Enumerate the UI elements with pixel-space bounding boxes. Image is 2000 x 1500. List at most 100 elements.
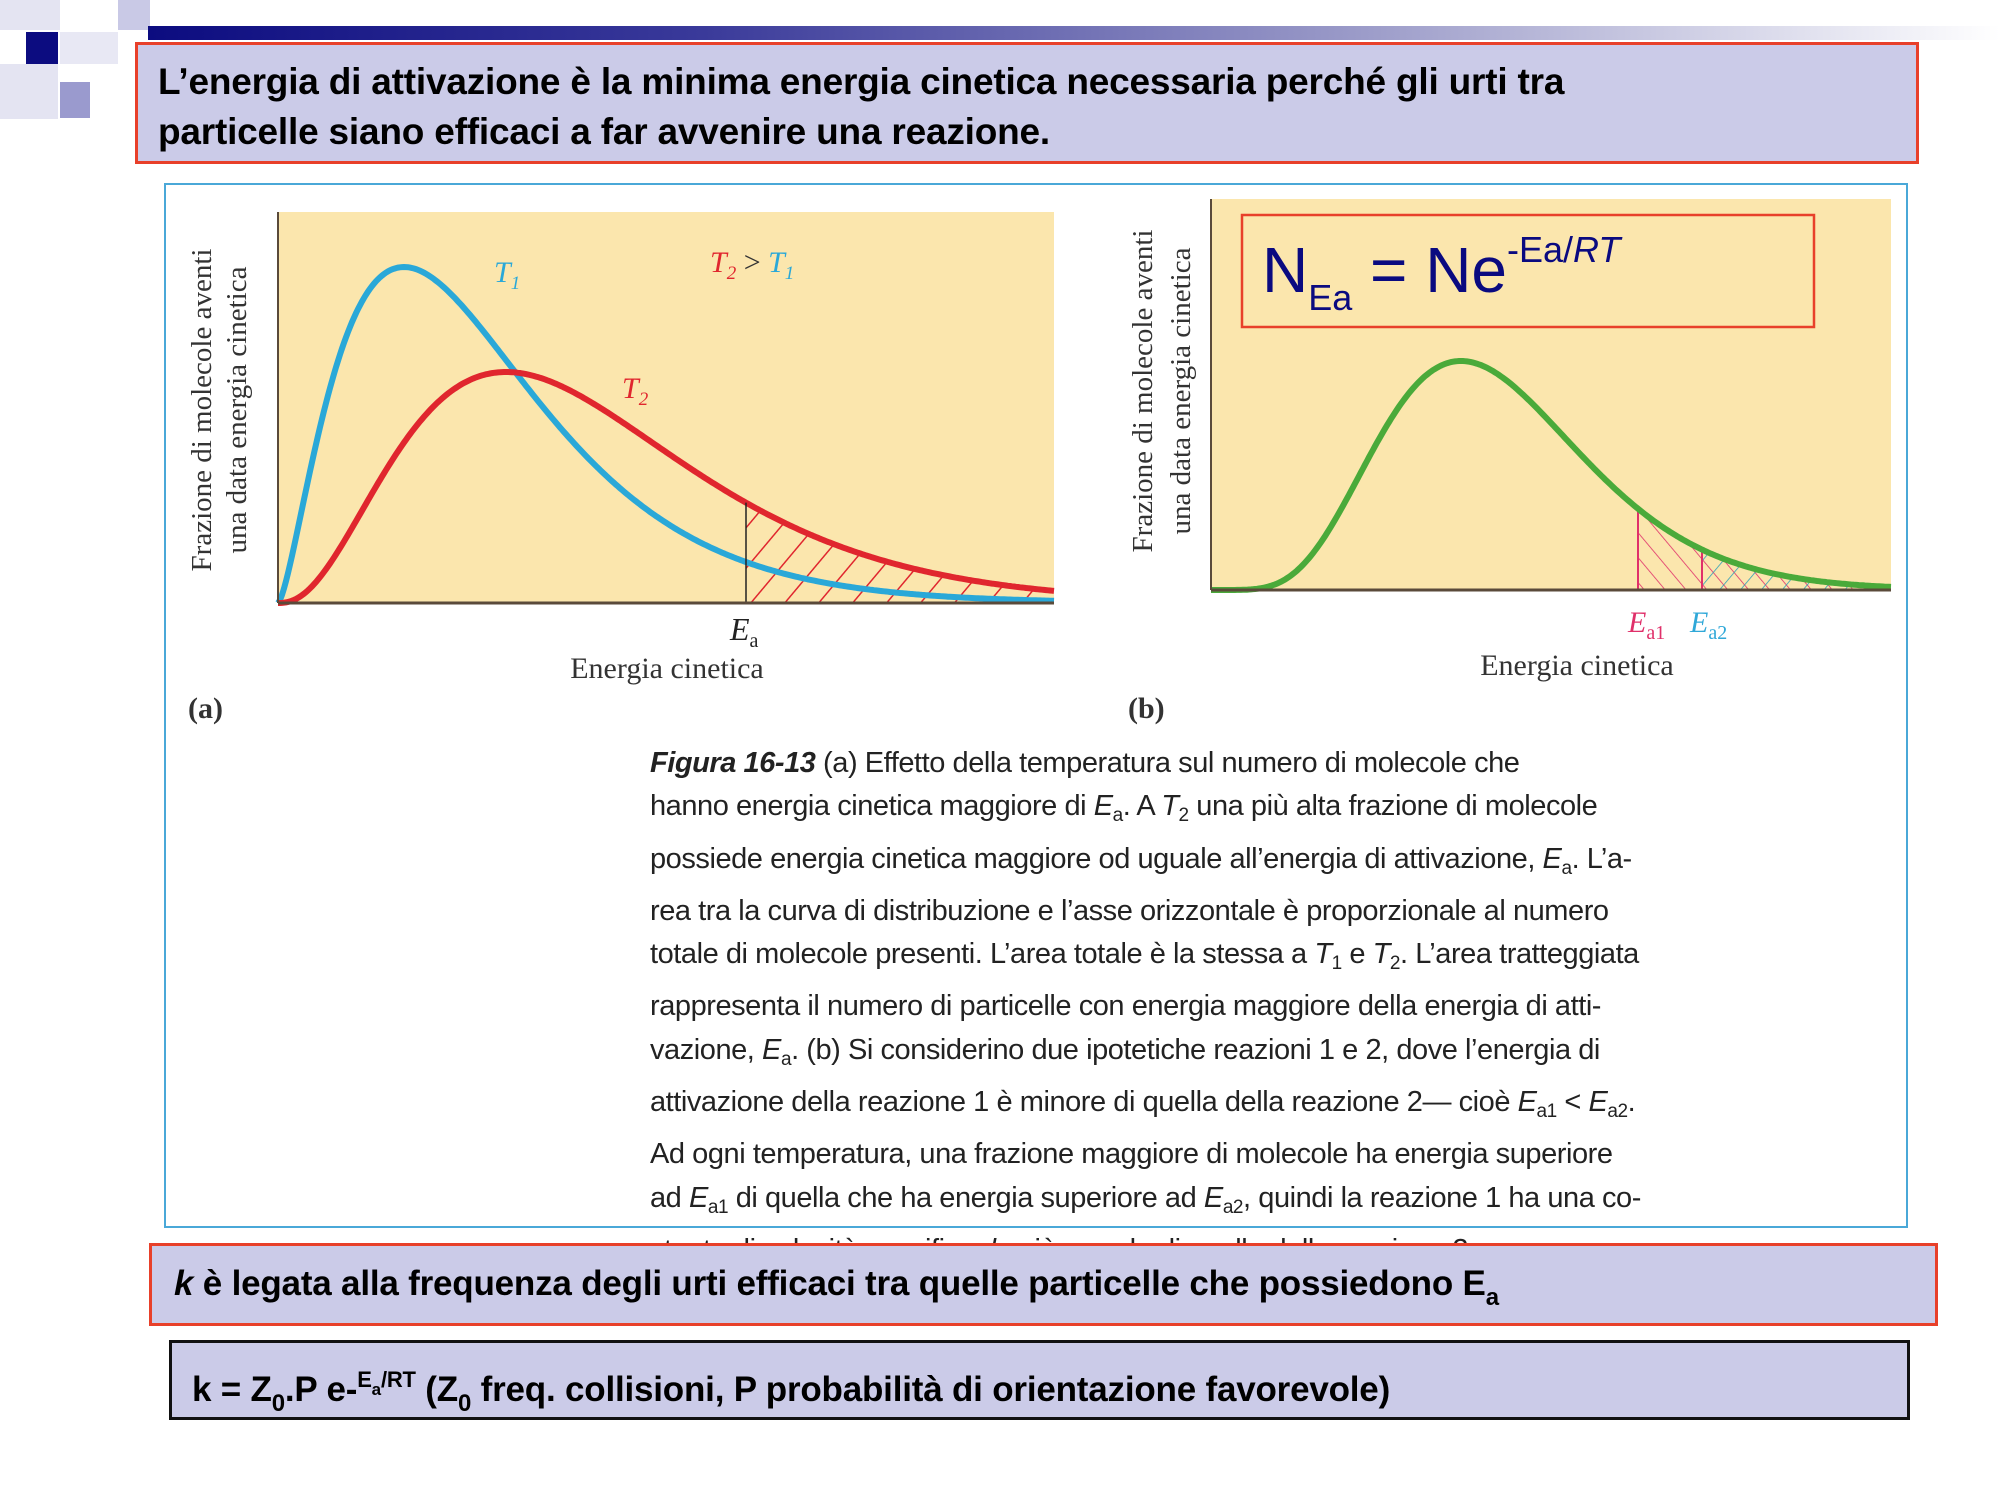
y-axis-label-a: una data energia cinetica — [221, 266, 253, 553]
caption-symbol: Ea1 — [1517, 1086, 1558, 1123]
panel-label-a: (a) — [188, 692, 223, 725]
caption-line: hanno energia cinetica maggiore di Ea. A… — [650, 785, 1900, 837]
figure-number: Figura 16-13 — [650, 747, 816, 779]
caption-text: . L’area tratteggiata — [1400, 938, 1639, 971]
plot-area-b — [1211, 199, 1891, 590]
temperature-comparison: T2 > T1 — [710, 246, 794, 284]
caption-text: una più alta frazione di molecole — [1188, 790, 1598, 823]
panel-label-b: (b) — [1128, 692, 1165, 725]
header-gradient-bar — [148, 26, 2000, 40]
caption-line: rappresenta il numero di particelle con … — [650, 985, 1900, 1028]
caption-text: . (b) Si considerino due ipotetiche reaz… — [791, 1033, 1600, 1066]
caption-line: attivazione della reazione 1 è minore di… — [650, 1081, 1900, 1133]
caption-text: (a) Effetto della temperatura sul numero… — [815, 747, 1520, 779]
x-axis-label-b: Energia cinetica — [1480, 649, 1674, 682]
decor-square-navy — [26, 32, 58, 64]
caption-line: rea tra la curva di distribuzione e l’as… — [650, 890, 1900, 933]
caption-symbol: T1 — [1314, 938, 1342, 975]
caption-subscript: 2 — [1178, 805, 1190, 827]
caption-subscript: a — [780, 1048, 792, 1070]
caption-text: possiede energia cinetica maggiore od ug… — [650, 842, 1543, 875]
caption-text: , quindi la reazione 1 ha una co- — [1243, 1181, 1641, 1214]
k-statement-text: è legata alla frequenza degli urti effic… — [193, 1264, 1486, 1303]
ea-label: Ea — [729, 611, 759, 652]
figure-diagrams: Frazione di molecole aventi una data ene… — [186, 199, 1892, 725]
rate-constant-formula-box: k = Z0.P e-Ea/RT (Z0 freq. collisioni, P… — [169, 1340, 1910, 1420]
k-symbol: k — [174, 1264, 194, 1303]
formula-part: k = Z — [192, 1370, 272, 1409]
caption-line: ad Ea1 di quella che ha energia superior… — [650, 1177, 1900, 1229]
curve-t1 — [275, 263, 1055, 605]
caption-symbol: Ea2 — [1588, 1086, 1628, 1123]
k-statement: k è legata alla frequenza degli urti eff… — [174, 1246, 1935, 1336]
formula-part: freq. collisioni, P probabilità di orien… — [471, 1370, 1391, 1409]
caption-text: e — [1341, 938, 1373, 971]
caption-text: . — [1627, 1086, 1636, 1119]
caption-text: . L’a- — [1571, 842, 1633, 875]
ea1-label: Ea1 — [1627, 606, 1665, 644]
caption-line: possiede energia cinetica maggiore od ug… — [650, 838, 1900, 890]
formula-part: (Z — [415, 1370, 458, 1409]
y-axis-label-b: una data energia cinetica — [1165, 247, 1197, 534]
decor-square — [0, 64, 58, 119]
curve-t2 — [278, 369, 1055, 606]
curve-distribution — [1211, 358, 1892, 593]
caption-text: rappresenta il numero di particelle con … — [650, 990, 1602, 1023]
caption-subscript: 1 — [1331, 953, 1343, 975]
caption-text: Ad ogni temperatura, una frazione maggio… — [650, 1138, 1613, 1171]
formula-box — [1240, 213, 1816, 329]
formula-exponent: Ea/RT — [357, 1367, 416, 1399]
k-statement-sub: a — [1485, 1284, 1499, 1311]
caption-line: Figura 16-13 (a) Effetto della temperatu… — [650, 742, 1900, 785]
caption-text: < — [1556, 1086, 1589, 1119]
caption-symbol: Ea — [1093, 790, 1123, 827]
panel-b: Frazione di molecole aventi una data ene… — [1127, 199, 1892, 725]
caption-line: vazione, Ea. (b) Si considerino due ipot… — [650, 1029, 1900, 1081]
caption-subscript: 2 — [1389, 953, 1401, 975]
caption-text: di quella che ha energia superiore ad — [728, 1181, 1204, 1214]
t1-label: T1 — [494, 256, 520, 294]
t2-label: T2 — [622, 372, 649, 410]
title-box: L’energia di attivazione è la minima ene… — [135, 42, 1919, 164]
title-line: particelle siano efficaci a far avvenire… — [158, 111, 1050, 152]
ea2-label: Ea2 — [1689, 606, 1727, 644]
formula-nea: NEa = Ne-Ea/RT — [1262, 229, 1623, 318]
caption-subscript: a2 — [1607, 1101, 1628, 1123]
plot-area-a — [278, 212, 1054, 603]
caption-text: vazione, — [650, 1033, 763, 1066]
caption-line: Ad ogni temperatura, una frazione maggio… — [650, 1133, 1900, 1176]
decor-square — [60, 32, 118, 64]
x-axis-label-a: Energia cinetica — [570, 652, 764, 685]
caption-symbol: Ea2 — [1203, 1181, 1244, 1218]
caption-text: ad — [650, 1181, 689, 1214]
formula-sub: a — [371, 1380, 381, 1399]
caption-symbol: Ea1 — [688, 1181, 729, 1218]
caption-subscript: a — [1112, 805, 1124, 827]
caption-subscript: a1 — [1536, 1101, 1558, 1123]
formula-sub: 0 — [457, 1390, 472, 1417]
panel-a: Frazione di molecole aventi una data ene… — [186, 212, 1055, 725]
caption-symbol: T2 — [1161, 790, 1189, 827]
formula-sub: 0 — [271, 1390, 285, 1417]
caption-text: hanno energia cinetica maggiore di — [650, 790, 1094, 823]
rate-constant-formula: k = Z0.P e-Ea/RT (Z0 freq. collisioni, P… — [192, 1343, 1907, 1441]
formula-part: E — [357, 1367, 372, 1392]
caption-text: totale di molecole presenti. L’area tota… — [650, 938, 1315, 971]
caption-subscript: a — [1561, 857, 1572, 879]
title-line: L’energia di attivazione è la minima ene… — [158, 61, 1565, 102]
caption-symbol: T2 — [1372, 938, 1401, 975]
caption-text: . A — [1122, 790, 1162, 823]
caption-subscript: a2 — [1222, 1196, 1244, 1218]
caption-text: rea tra la curva di distribuzione e l’as… — [650, 894, 1609, 927]
formula-part: /RT — [380, 1367, 416, 1392]
caption-symbol: Ea — [1542, 842, 1572, 879]
decor-square — [118, 0, 150, 30]
caption-line: totale di molecole presenti. L’area tota… — [650, 933, 1900, 985]
decor-square — [0, 0, 60, 30]
caption-symbol: Ea — [762, 1033, 792, 1070]
decor-square — [60, 82, 90, 118]
formula-part: .P e- — [284, 1370, 358, 1409]
caption-text: attivazione della reazione 1 è minore di… — [650, 1086, 1518, 1119]
y-axis-label-b: Frazione di molecole aventi — [1127, 230, 1159, 553]
figure-caption: Figura 16-13 (a) Effetto della temperatu… — [650, 742, 1900, 1272]
